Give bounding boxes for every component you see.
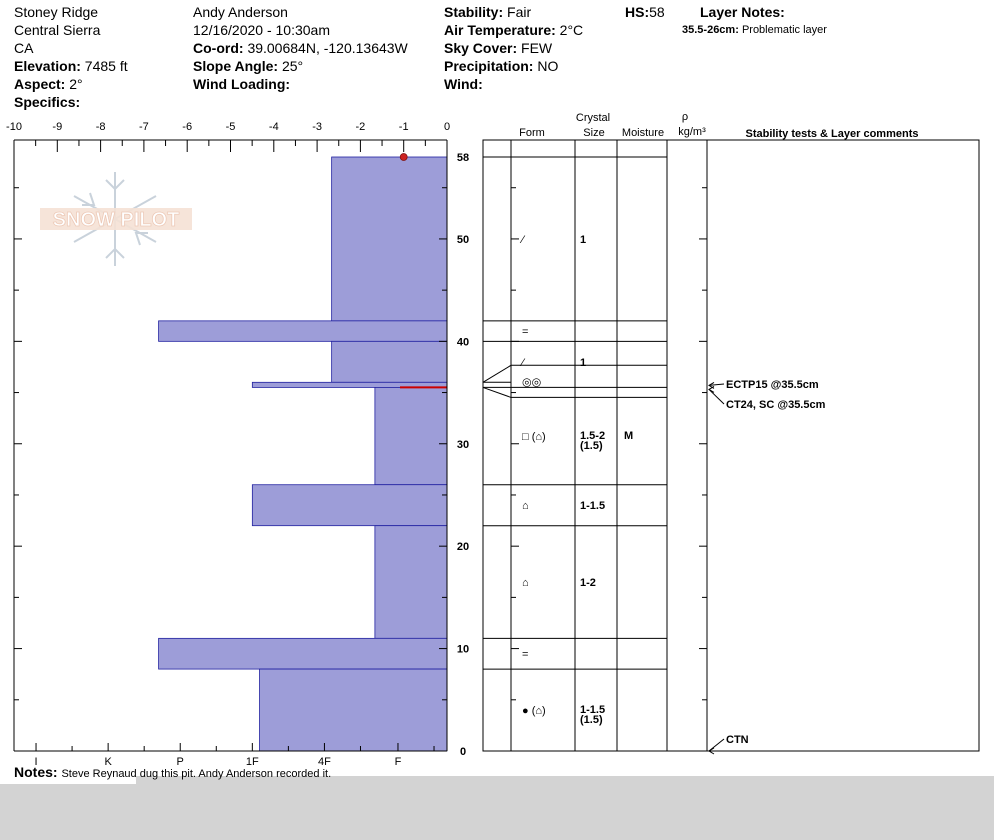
profile-size-0: 1 xyxy=(580,234,586,246)
temperature-tick-label-3: -7 xyxy=(139,121,149,133)
height-tick-label-6: 0 xyxy=(460,746,466,758)
profile-form-5: ⌂ xyxy=(522,500,529,512)
moisture-header: Moisture xyxy=(622,127,664,139)
stability: Stability: Fair xyxy=(444,4,532,20)
slope-angle: Slope Angle: 25° xyxy=(193,58,304,74)
range: Central Sierra xyxy=(14,22,101,38)
temperature-tick-label-10: 0 xyxy=(444,121,450,133)
bottom-band-notch xyxy=(0,776,136,784)
hardness-layer-5 xyxy=(251,484,448,527)
temperature-tick-label-9: -1 xyxy=(399,121,409,133)
profile-table: ⁄ 1=⁄ 1◎◎□ (⌂) 1.5-2(1.5)M⌂ 1-1.5⌂ 1-2=● (⌂) 1… xyxy=(482,139,980,752)
temperature-tick-label-4: -6 xyxy=(182,121,192,133)
height-tick-label-0: 58 xyxy=(457,152,469,164)
height-tick-label-5: 10 xyxy=(457,644,469,656)
snowpilot-logo: SNOW PILOT xyxy=(40,172,192,266)
elevation: Elevation: 7485 ft xyxy=(14,58,128,74)
stability-test-arrow-2 xyxy=(708,747,715,755)
coordinates: Co-ord: 39.00684N, -120.13643W xyxy=(193,40,408,56)
height-tick-label-1: 50 xyxy=(457,234,469,246)
hardness-layer-2 xyxy=(331,340,448,383)
layer-notes-heading: Layer Notes: xyxy=(700,4,785,20)
profile-row-connector-bottom-3 xyxy=(482,386,512,398)
profile-size-6: 1-2 xyxy=(580,577,596,589)
air-temperature: Air Temperature: 2°C xyxy=(444,22,584,38)
profile-form-0: ⁄ xyxy=(519,234,526,246)
hardness-layer-8 xyxy=(259,668,448,752)
density-unit: kg/m³ xyxy=(678,126,706,138)
profile-size-4: 1.5-2 xyxy=(580,430,605,442)
profile-size-5: 1-1.5 xyxy=(580,500,605,512)
datetime: 12/16/2020 - 10:30am xyxy=(193,22,330,38)
profile-size-8: 1-1.5 xyxy=(580,704,605,716)
specifics: Specifics: xyxy=(14,94,81,110)
hardness-layer-4 xyxy=(374,387,448,486)
stability-test-label-1: CT24, SC @35.5cm xyxy=(726,399,826,411)
hardness-tick-label-3: 1F xyxy=(246,756,259,768)
temperature-tick-label-1: -9 xyxy=(52,121,62,133)
profile-form-6: ⌂ xyxy=(522,577,529,589)
profile-form-2: ⁄ xyxy=(519,357,526,369)
stability-test-arrow-1 xyxy=(708,386,715,393)
height-tick-label-4: 20 xyxy=(457,541,469,553)
profile-row-connector-top-3 xyxy=(482,364,512,383)
density-header: ρ xyxy=(682,111,688,123)
temperature-tick-label-2: -8 xyxy=(96,121,106,133)
temperature-axis: -10 -9 -8 -7 -6 -5 -4 -3 -2 -1 0 xyxy=(6,121,450,751)
height-tick-label-2: 40 xyxy=(457,336,469,348)
snow-height: HS:58 xyxy=(625,4,665,20)
hardness-axis: I K P 1F 4F F xyxy=(14,743,447,768)
profile-size-2: 1 xyxy=(580,357,586,369)
height-axis: 58 50 40 30 20 10 0 xyxy=(14,140,469,758)
hardness-layer-7 xyxy=(158,637,448,670)
hardness-tick-label-4: 4F xyxy=(318,756,331,768)
layer-note: 35.5-26cm: Problematic layer xyxy=(682,24,827,36)
hardness-tick-label-0: I xyxy=(34,756,37,768)
temperature-tick-label-8: -2 xyxy=(356,121,366,133)
size-header: Size xyxy=(583,127,604,139)
profile-moisture-4: M xyxy=(624,430,633,442)
profile-size-secondary-8: (1.5) xyxy=(580,714,603,726)
hardness-layer-1 xyxy=(158,320,448,342)
temperature-tick-label-6: -4 xyxy=(269,121,279,133)
hardness-tick-label-1: K xyxy=(104,756,112,768)
height-tick-label-3: 30 xyxy=(457,439,469,451)
stability-test-leader-0 xyxy=(708,383,725,386)
hardness-layer-6 xyxy=(374,525,448,639)
observer: Andy Anderson xyxy=(193,4,288,20)
aspect: Aspect: 2° xyxy=(14,76,83,92)
profile-form-7: = xyxy=(522,649,528,661)
notes: Notes: Steve Reynaud dug this pit. Andy … xyxy=(14,764,332,780)
temperature-tick-label-5: -5 xyxy=(226,121,236,133)
profile-form-1: = xyxy=(522,326,528,338)
crystal-header: Crystal xyxy=(576,112,610,124)
wind-loading: Wind Loading: xyxy=(193,76,291,92)
stability-header: Stability tests & Layer comments xyxy=(745,128,918,140)
stability-test-label-2: CTN xyxy=(726,734,749,746)
hardness-tick-label-2: P xyxy=(177,756,184,768)
form-header: Form xyxy=(519,127,545,139)
profile-form-3: ◎◎ xyxy=(522,376,541,388)
temperature-tick-label-7: -3 xyxy=(312,121,322,133)
temperature-point-0 xyxy=(399,153,408,161)
sky-cover: Sky Cover: FEW xyxy=(444,40,553,56)
temperature-tick-label-0: -10 xyxy=(6,121,22,133)
profile-form-8: ● (⌂) xyxy=(522,705,546,717)
hardness-tick-label-5: F xyxy=(395,756,402,768)
profile-size-secondary-4: (1.5) xyxy=(580,440,603,452)
stability-test-label-0: ECTP15 @35.5cm xyxy=(726,379,819,391)
stability-tests: ECTP15 @35.5cm CT24, SC @35.5cm CTN xyxy=(708,379,826,755)
hardness-layer-0 xyxy=(331,156,448,322)
state: CA xyxy=(14,40,34,56)
snowpilot-logo-text: SNOW PILOT xyxy=(53,209,180,231)
bottom-background-band xyxy=(0,776,994,840)
location: Stoney Ridge xyxy=(14,4,99,20)
stability-test-leader-1 xyxy=(708,389,725,405)
precipitation: Precipitation: NO xyxy=(444,58,559,74)
hardness-layers xyxy=(158,153,448,752)
wind: Wind: xyxy=(444,76,483,92)
profile-form-4: □ (⌂) xyxy=(522,431,546,443)
profile-table-frame xyxy=(482,139,980,752)
